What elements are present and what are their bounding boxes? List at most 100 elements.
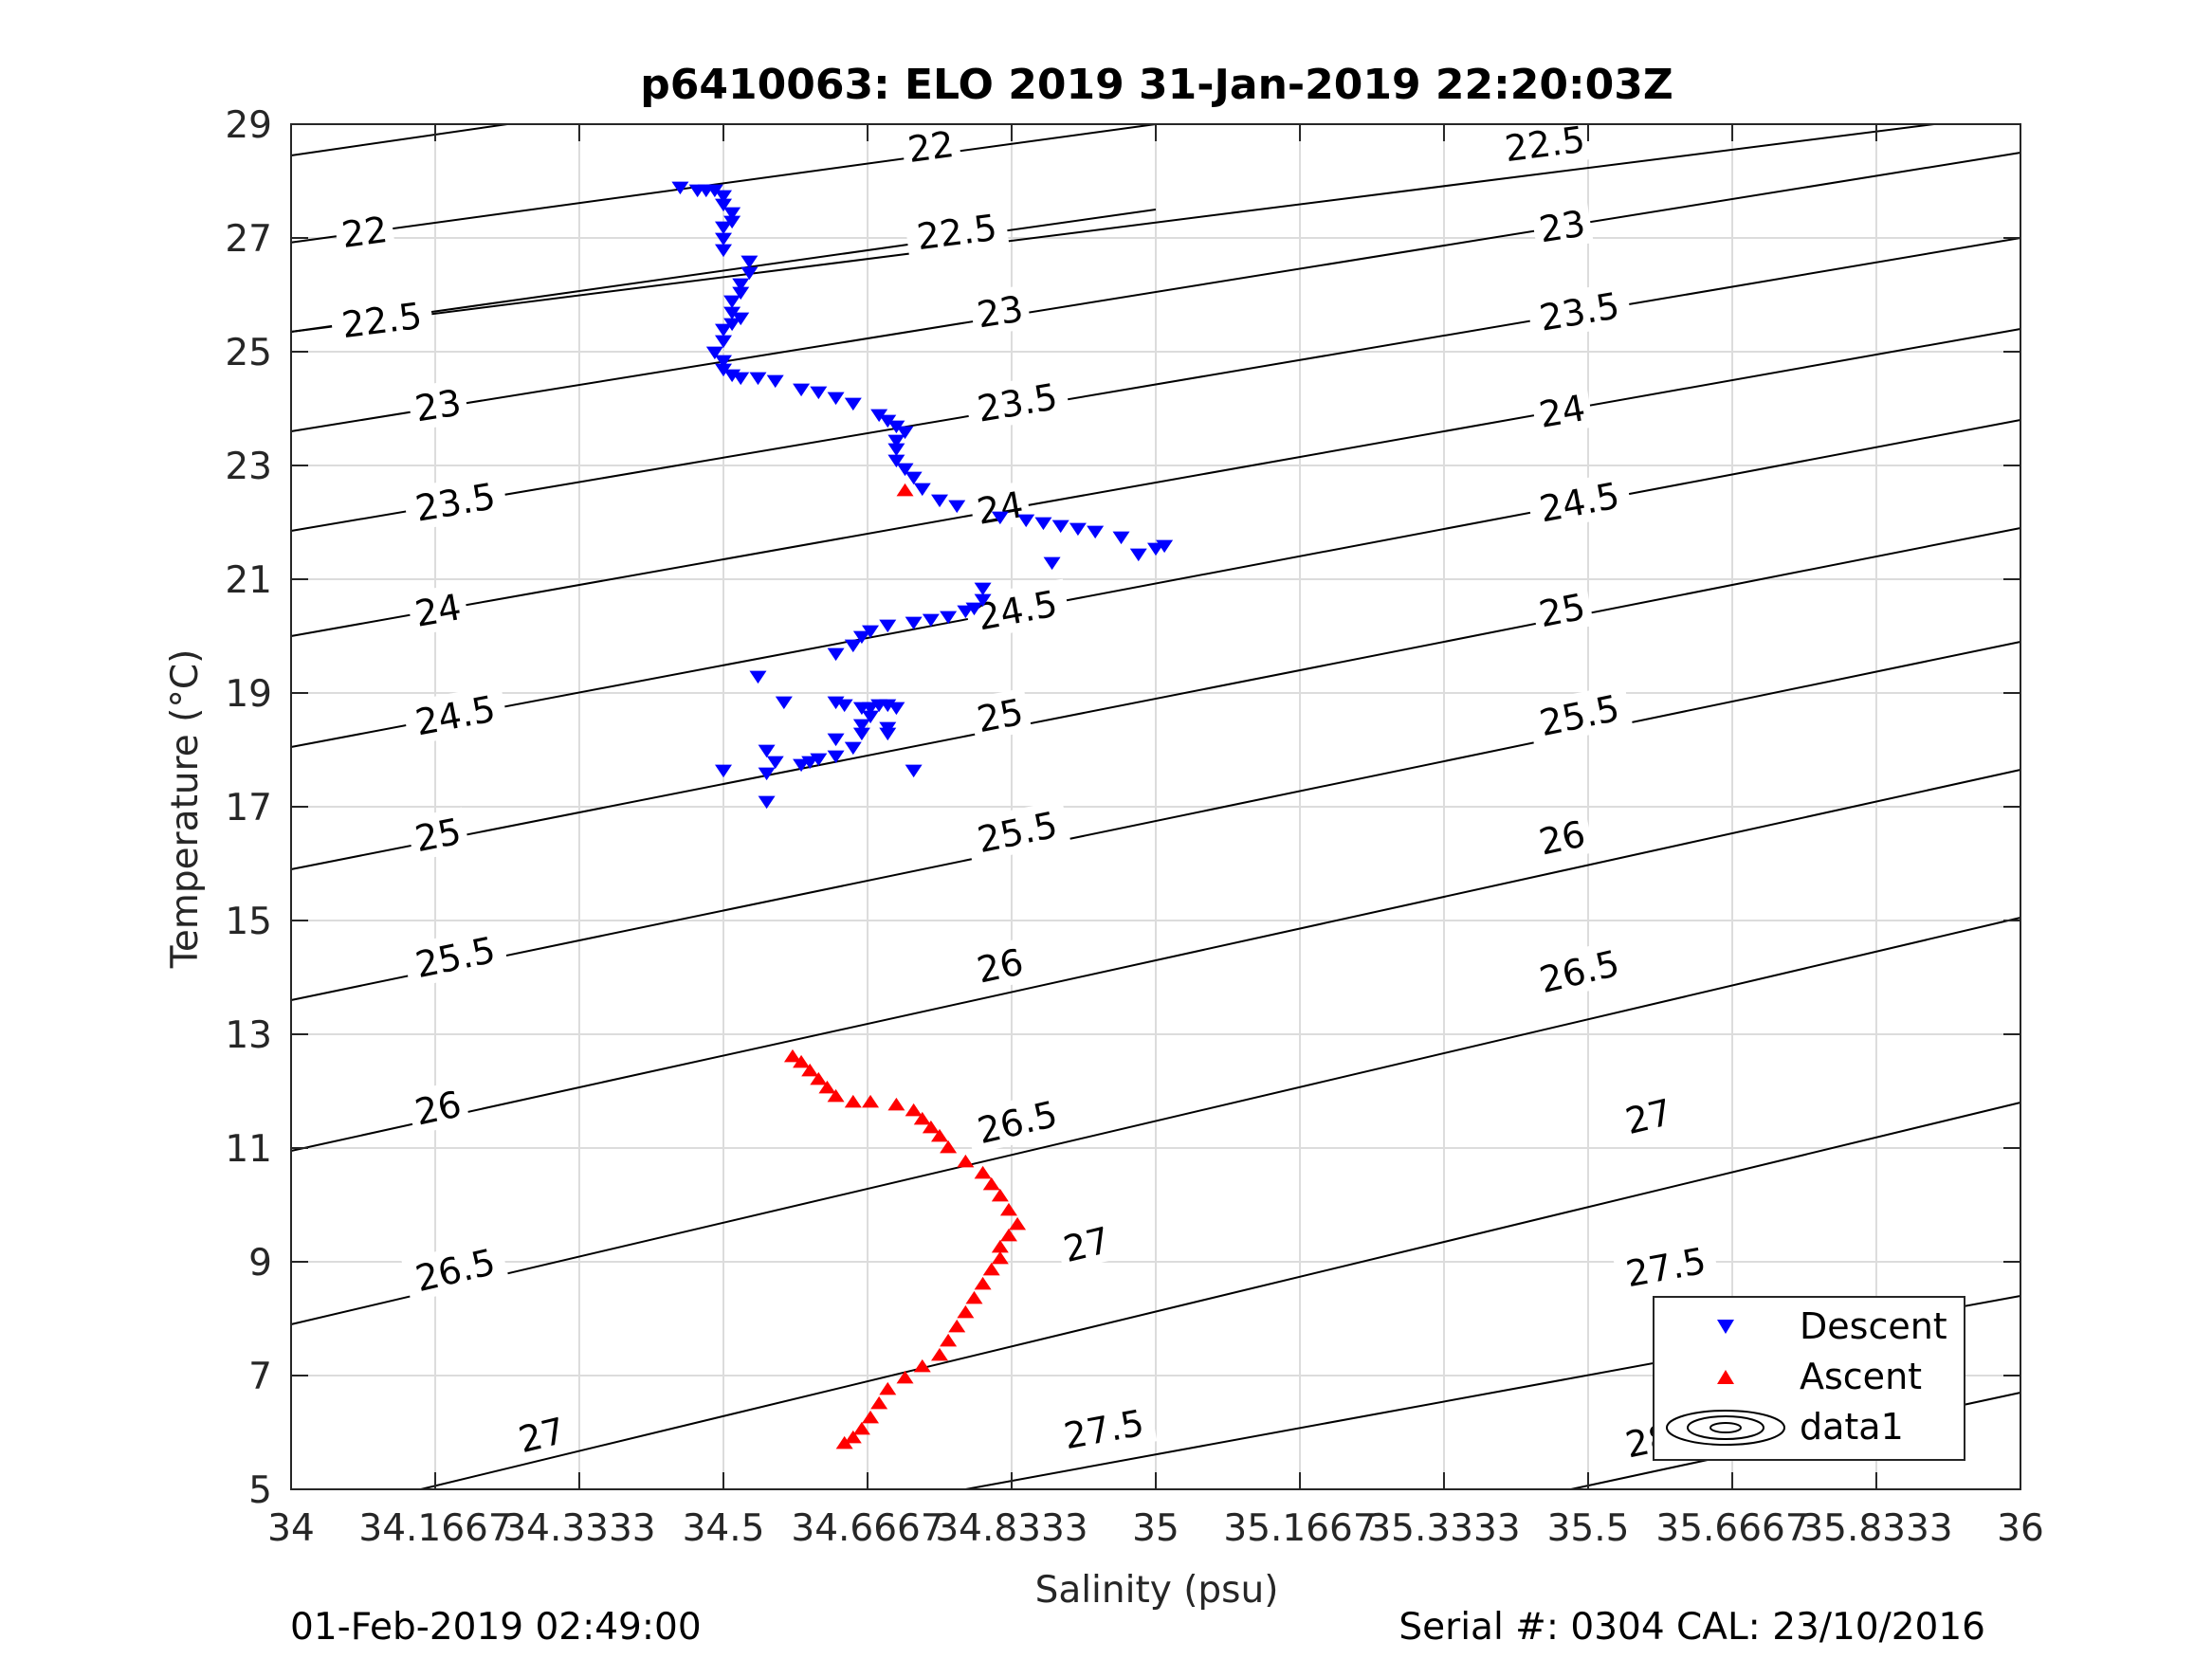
footer-serial-cal: Serial #: 0304 CAL: 23/10/2016 (1398, 1606, 1985, 1649)
contour-label-bg-24-1 (968, 481, 1033, 534)
contour-label-bg-22-0 (333, 206, 396, 257)
ascent-point-0 (783, 1048, 801, 1063)
contour-line-25-0 (290, 527, 2021, 870)
x-tick-label-9: 35.5 (1547, 1507, 1630, 1550)
contour-24: 24 24 24 (290, 328, 2021, 637)
contour-23: 23 23 23 (290, 152, 2021, 432)
descent-point-38 (887, 454, 905, 468)
legend-contour-icon (1666, 1410, 1785, 1446)
contour-label-24-1: 24 (974, 483, 1026, 533)
ascent-point-8 (887, 1097, 905, 1111)
contour-label-bg-24-0 (406, 583, 470, 636)
descent-point-61 (905, 616, 923, 630)
descent-point-92 (758, 795, 776, 810)
legend-data1-label: data1 (1800, 1406, 1904, 1448)
x-tick-label-2: 34.3333 (503, 1507, 655, 1550)
contour-label-bg-27.5-0 (1050, 1397, 1158, 1460)
contour-label-25-2: 25 (1536, 586, 1589, 636)
descent-point-32 (870, 409, 888, 423)
contour-label-bg-26-2 (1529, 810, 1595, 865)
contour-label-bg-27-2 (1616, 1087, 1682, 1144)
x-tick-label-10: 35.6667 (1655, 1507, 1808, 1550)
ascent-point-6 (844, 1094, 862, 1108)
contour-label-22.5-1: 22.5 (915, 207, 999, 258)
ascent-point-26 (957, 1304, 975, 1319)
descent-point-88 (758, 744, 776, 758)
contour-label-bg-27-1 (1053, 1215, 1120, 1272)
y-tick-label-10: 25 (225, 332, 272, 374)
descent-point-12 (740, 266, 759, 281)
x-tick-label-7: 35.1667 (1223, 1507, 1376, 1550)
contour-label-bg-23-0 (406, 378, 470, 431)
descent-point-0 (671, 181, 689, 195)
contour-label-bg-23.5-0 (402, 471, 509, 532)
contour-label-bg-24.5-0 (401, 684, 509, 746)
descent-point-50 (1112, 531, 1130, 545)
descent-point-28 (793, 383, 811, 397)
ascent-point-17 (991, 1188, 1009, 1202)
ascent-point-35 (852, 1421, 870, 1435)
descent-point-39 (896, 463, 914, 477)
descent-point-87 (766, 756, 784, 770)
y-tick-label-4: 13 (225, 1014, 272, 1057)
contour-label-bg-22.5-0 (329, 291, 435, 348)
ascent-point-33 (870, 1395, 888, 1410)
descent-point-48 (1069, 522, 1087, 537)
descent-point-26 (749, 372, 767, 386)
descent-point-3 (705, 184, 723, 198)
descent-point-6 (723, 207, 741, 221)
contour-label-bg-26.5-0 (401, 1236, 509, 1303)
descent-point-40 (905, 471, 923, 485)
x-tick-label-8: 35.3333 (1367, 1507, 1520, 1550)
x-tick-label-12: 36 (1997, 1507, 2044, 1550)
descent-point-54 (1043, 556, 1061, 571)
contour-label-bg-24.5-2 (1526, 470, 1634, 533)
descent-point-64 (852, 630, 870, 645)
ascent-point-2 (801, 1063, 819, 1077)
y-tick-label-3: 11 (225, 1128, 272, 1171)
contour-label-bg-23.5-1 (963, 372, 1071, 432)
contour-label-bg-22-1 (899, 120, 962, 172)
y-axis-label: Temperature (°C) (164, 649, 207, 970)
ascent-point-10 (913, 1111, 931, 1125)
y-tick-labels: 5 7 9 11 13 15 17 19 21 23 25 27 29 (225, 104, 272, 1512)
descent-point-17 (732, 312, 750, 326)
contour-label-25-0: 25 (411, 811, 465, 861)
ascent-point-34 (862, 1410, 880, 1424)
ascent-point-18 (999, 1202, 1017, 1216)
ascent-point-28 (940, 1333, 958, 1347)
ascent-point-3 (810, 1071, 828, 1085)
descent-point-58 (957, 605, 975, 619)
descent-point-10 (715, 244, 732, 258)
descent-point-27 (766, 374, 784, 389)
descent-point-14 (732, 286, 750, 301)
y-tick-label-1: 7 (248, 1356, 272, 1398)
descent-point-79 (852, 727, 870, 741)
descent-point-20 (715, 335, 732, 349)
x-tick-label-4: 34.6667 (791, 1507, 943, 1550)
contour-label-bg-26-0 (405, 1080, 471, 1135)
x-tick-label-3: 34.5 (683, 1507, 765, 1550)
contour-line-27-0 (420, 1102, 2021, 1490)
contour-label-22.5-0: 22.5 (339, 295, 424, 346)
ascent-point-13 (940, 1139, 958, 1154)
descent-point-42 (931, 494, 948, 508)
descent-point-21 (705, 346, 723, 360)
ascent-point-31 (896, 1370, 914, 1384)
descent-point-25 (732, 372, 750, 386)
contour-label-24-0: 24 (411, 586, 464, 635)
legend-ascent-marker (1717, 1370, 1734, 1384)
contour-26: 26 26 26 (290, 769, 2021, 1152)
descent-point-68 (775, 696, 793, 710)
contour-label-23-0: 23 (412, 381, 465, 429)
descent-point-35 (896, 426, 914, 440)
descent-series (671, 181, 1174, 810)
contour-line-25.5-0 (290, 641, 2021, 1001)
descent-point-13 (732, 278, 750, 292)
ascent-point-14 (957, 1154, 975, 1168)
contour-label-22.5-2: 22.5 (1503, 118, 1587, 170)
descent-point-77 (852, 719, 870, 733)
ascent-point-12 (931, 1128, 948, 1142)
contour-label-26-2: 26 (1535, 812, 1589, 863)
